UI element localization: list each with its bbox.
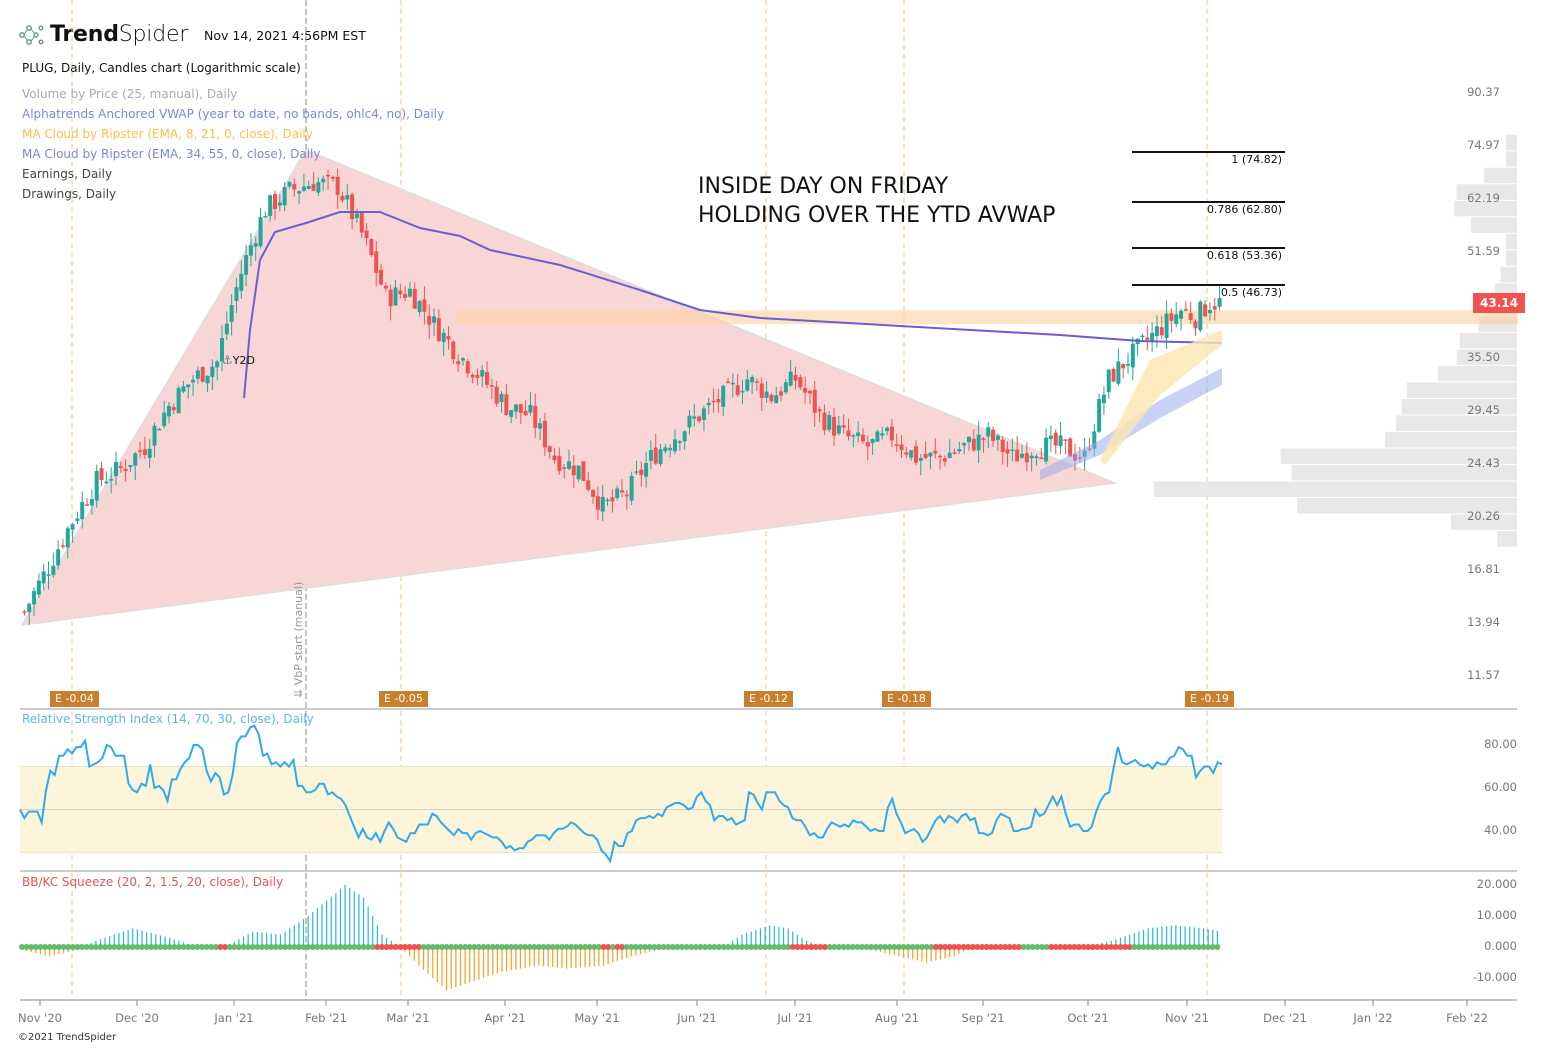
rsi-tick: 60.00 xyxy=(1484,780,1517,794)
earnings-badge[interactable]: E -0.12 xyxy=(744,691,793,707)
squeeze-tick: 10.000 xyxy=(1476,908,1517,922)
time-tick: Feb '21 xyxy=(305,1011,347,1025)
time-tick: Dec '20 xyxy=(115,1011,159,1025)
time-tick: Nov '20 xyxy=(18,1011,62,1025)
time-tick: May '21 xyxy=(574,1011,620,1025)
earnings-badge[interactable]: E -0.19 xyxy=(1185,691,1234,707)
trendspider-logo: TrendSpider xyxy=(18,22,188,47)
legend-earnings[interactable]: Earnings, Daily xyxy=(22,167,113,181)
fib-level-label: 0.786 (62.80) xyxy=(1206,203,1282,216)
earnings-badge[interactable]: E -0.04 xyxy=(50,691,99,707)
time-tick: Jul '21 xyxy=(777,1011,813,1025)
price-tick: 35.50 xyxy=(1467,350,1500,365)
earnings-badge[interactable]: E -0.18 xyxy=(882,691,931,707)
time-tick: Aug '21 xyxy=(875,1011,919,1025)
legend-ma-cloud-fast[interactable]: MA Cloud by Ripster (EMA, 8, 21, 0, clos… xyxy=(22,127,313,141)
time-tick: Mar '21 xyxy=(386,1011,430,1025)
squeeze-tick: 20.000 xyxy=(1476,877,1517,891)
time-tick: Feb '22 xyxy=(1446,1011,1488,1025)
last-price-badge: 43.14 xyxy=(1473,292,1525,313)
rsi-tick: 40.00 xyxy=(1484,823,1517,837)
rsi-panel-title[interactable]: Relative Strength Index (14, 70, 30, clo… xyxy=(22,712,314,726)
chart-timestamp: Nov 14, 2021 4:56PM EST xyxy=(204,28,366,43)
rsi-tick: 80.00 xyxy=(1484,737,1517,751)
legend-anchored-vwap[interactable]: Alphatrends Anchored VWAP (year to date,… xyxy=(22,107,445,121)
copyright-text: ©2021 TrendSpider xyxy=(18,1032,117,1043)
legend-ma-cloud-slow[interactable]: MA Cloud by Ripster (EMA, 34, 55, 0, clo… xyxy=(22,147,321,161)
squeeze-tick: -10.000 xyxy=(1472,970,1517,984)
time-tick: Jan '21 xyxy=(214,1011,254,1025)
earnings-badge[interactable]: E -0.05 xyxy=(379,691,428,707)
fib-level-label: 0.5 (46.73) xyxy=(1220,286,1282,299)
fib-level-label: 1 (74.82) xyxy=(1231,153,1282,166)
time-tick: Nov '21 xyxy=(1165,1011,1209,1025)
price-tick: 74.97 xyxy=(1467,137,1500,152)
time-tick: Sep '21 xyxy=(961,1011,1005,1025)
spider-network-icon xyxy=(19,24,44,45)
time-tick: Jun '21 xyxy=(677,1011,717,1025)
price-tick: 16.81 xyxy=(1467,562,1500,577)
chart-annotation-text[interactable]: INSIDE DAY ON FRIDAY HOLDING OVER THE YT… xyxy=(698,174,1056,228)
price-tick: 24.43 xyxy=(1467,456,1500,471)
brand-name: TrendSpider xyxy=(50,22,189,47)
anchor-icon: ⚓ xyxy=(222,353,233,367)
price-tick: 11.57 xyxy=(1467,668,1500,682)
price-tick: 90.37 xyxy=(1467,85,1500,99)
y2d-anchor-marker[interactable]: ⚓Y2D xyxy=(222,353,255,367)
legend-title: PLUG, Daily, Candles chart (Logarithmic … xyxy=(22,61,301,75)
price-tick: 13.94 xyxy=(1467,615,1500,630)
legend-drawings[interactable]: Drawings, Daily xyxy=(22,187,117,201)
legend-volume-by-price[interactable]: Volume by Price (25, manual), Daily xyxy=(22,87,238,101)
vbp-start-marker[interactable]: ⇊ VbP start (manual) xyxy=(292,581,305,698)
squeeze-tick: 0.000 xyxy=(1484,939,1517,953)
price-tick: 51.59 xyxy=(1467,243,1500,258)
price-tick: 29.45 xyxy=(1467,403,1500,417)
price-tick: 20.26 xyxy=(1467,509,1500,524)
fib-level-label: 0.618 (53.36) xyxy=(1206,249,1282,262)
squeeze-panel-title[interactable]: BB/KC Squeeze (20, 2, 1.5, 20, close), D… xyxy=(22,875,284,889)
time-tick: Oct '21 xyxy=(1067,1011,1109,1025)
time-tick: Jan '22 xyxy=(1353,1011,1393,1025)
time-tick: Dec '21 xyxy=(1263,1011,1307,1025)
time-tick: Apr '21 xyxy=(484,1011,526,1025)
price-tick: 62.19 xyxy=(1467,190,1500,205)
